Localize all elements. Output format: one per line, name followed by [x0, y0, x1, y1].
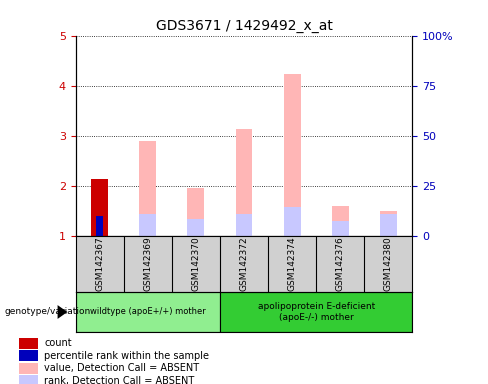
Text: GSM142376: GSM142376 — [336, 237, 345, 291]
Bar — [332, 206, 348, 236]
Bar — [220, 292, 412, 332]
Bar — [140, 141, 156, 236]
Text: GSM142374: GSM142374 — [287, 237, 297, 291]
Bar — [236, 214, 252, 236]
Bar — [19, 362, 38, 374]
Polygon shape — [58, 305, 67, 319]
Text: GSM142370: GSM142370 — [191, 237, 201, 291]
Text: value, Detection Call = ABSENT: value, Detection Call = ABSENT — [44, 363, 200, 373]
Title: GDS3671 / 1429492_x_at: GDS3671 / 1429492_x_at — [156, 19, 332, 33]
Text: wildtype (apoE+/+) mother: wildtype (apoE+/+) mother — [90, 308, 205, 316]
Text: GSM142369: GSM142369 — [143, 237, 152, 291]
Bar — [19, 375, 38, 384]
Text: genotype/variation: genotype/variation — [5, 308, 91, 316]
Bar — [332, 221, 348, 236]
Text: rank, Detection Call = ABSENT: rank, Detection Call = ABSENT — [44, 376, 195, 384]
Bar — [19, 338, 38, 349]
Bar — [187, 219, 204, 236]
Text: apolipoprotein E-deficient
(apoE-/-) mother: apolipoprotein E-deficient (apoE-/-) mot… — [258, 302, 375, 322]
Bar — [76, 292, 220, 332]
Bar — [140, 214, 156, 236]
Bar — [96, 216, 103, 236]
Text: GSM142380: GSM142380 — [384, 237, 393, 291]
Bar — [91, 179, 108, 236]
Bar — [284, 207, 301, 236]
Bar — [19, 350, 38, 361]
Bar — [380, 211, 397, 236]
Bar — [187, 188, 204, 236]
Bar — [91, 219, 108, 236]
Bar — [284, 74, 301, 236]
Bar — [380, 214, 397, 236]
Text: GSM142367: GSM142367 — [95, 237, 104, 291]
Text: count: count — [44, 338, 72, 348]
Bar — [236, 129, 252, 236]
Text: percentile rank within the sample: percentile rank within the sample — [44, 351, 209, 361]
Bar — [91, 179, 108, 236]
Text: GSM142372: GSM142372 — [240, 237, 248, 291]
